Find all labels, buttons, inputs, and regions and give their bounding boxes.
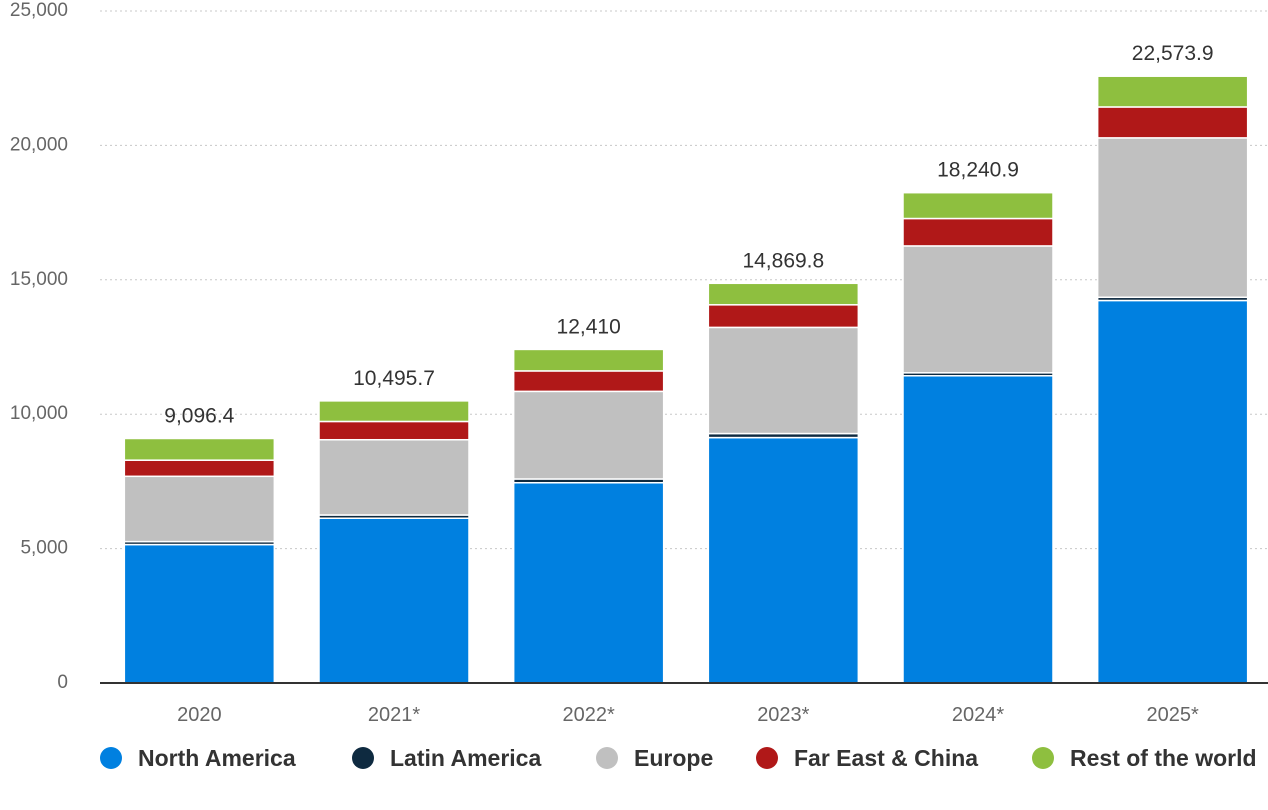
y-tick-label: 15,000 xyxy=(10,269,68,290)
bar-segment xyxy=(123,543,276,684)
x-tick-label: 2023* xyxy=(757,704,809,726)
y-tick-label: 20,000 xyxy=(10,134,68,155)
legend-label: Europe xyxy=(634,744,714,771)
bar-segment xyxy=(123,475,276,543)
legend-label: North America xyxy=(138,744,296,771)
bar-total-label: 12,410 xyxy=(557,315,621,338)
bar-segment xyxy=(1096,137,1249,299)
bar-total-label: 18,240.9 xyxy=(937,159,1019,182)
legend-label: Latin America xyxy=(390,744,542,771)
legend-marker xyxy=(100,747,122,769)
bar-segment xyxy=(512,481,665,684)
x-tick-label: 2021* xyxy=(368,704,420,726)
legend-marker xyxy=(352,747,374,769)
bar-segment xyxy=(707,282,860,306)
bar-segment xyxy=(902,191,1054,220)
bar-segment xyxy=(512,390,665,480)
legend-item[interactable]: North America xyxy=(100,738,296,778)
legend-label: Rest of the world xyxy=(1070,744,1257,771)
bar-segment xyxy=(902,375,1054,684)
x-tick-label: 2025* xyxy=(1147,704,1199,726)
bar-segment xyxy=(512,348,665,372)
bar-segment xyxy=(123,459,276,478)
bar-segment xyxy=(1096,75,1249,108)
y-tick-label: 10,000 xyxy=(10,403,68,424)
bar-segment xyxy=(707,304,860,329)
y-tick-label: 0 xyxy=(57,672,68,693)
legend-label: Far East & China xyxy=(794,744,979,771)
bar-segment xyxy=(707,326,860,435)
bar-segment xyxy=(1096,299,1249,684)
bar-segment xyxy=(902,217,1054,247)
chart-svg: 0 5,000 10,000 15,000 20,000 25,000 9,096.4 202… xyxy=(10,0,1268,726)
bar-segment xyxy=(512,370,665,393)
legend-marker xyxy=(596,747,618,769)
x-tick-label: 2020 xyxy=(177,704,222,726)
bar-total-label: 9,096.4 xyxy=(164,404,234,427)
bar-total-label: 10,495.7 xyxy=(353,367,435,390)
bar-total-label: 14,869.8 xyxy=(742,249,824,272)
x-tick-label: 2022* xyxy=(563,704,615,726)
legend: North America Latin America Europe Far East… xyxy=(0,738,1268,778)
bar-segment xyxy=(902,245,1054,374)
x-tick-label: 2024* xyxy=(952,704,1004,726)
legend-item[interactable]: Europe xyxy=(596,738,713,778)
bar-segment xyxy=(123,437,276,461)
legend-item[interactable]: Rest of the world xyxy=(1032,738,1257,778)
bar-segment xyxy=(1096,106,1249,139)
legend-marker xyxy=(756,747,778,769)
legend-marker xyxy=(1032,747,1054,769)
y-tick-label: 5,000 xyxy=(20,538,68,559)
bar-segment xyxy=(707,436,860,684)
legend-item[interactable]: Far East & China xyxy=(756,738,978,778)
bar-total-label: 22,573.9 xyxy=(1132,42,1214,65)
bar-segment xyxy=(318,517,470,684)
bar-segment xyxy=(318,420,470,441)
y-tick-label: 25,000 xyxy=(10,0,68,21)
legend-item[interactable]: Latin America xyxy=(352,738,541,778)
bar-segment xyxy=(318,438,470,516)
bar-segment xyxy=(318,400,470,423)
